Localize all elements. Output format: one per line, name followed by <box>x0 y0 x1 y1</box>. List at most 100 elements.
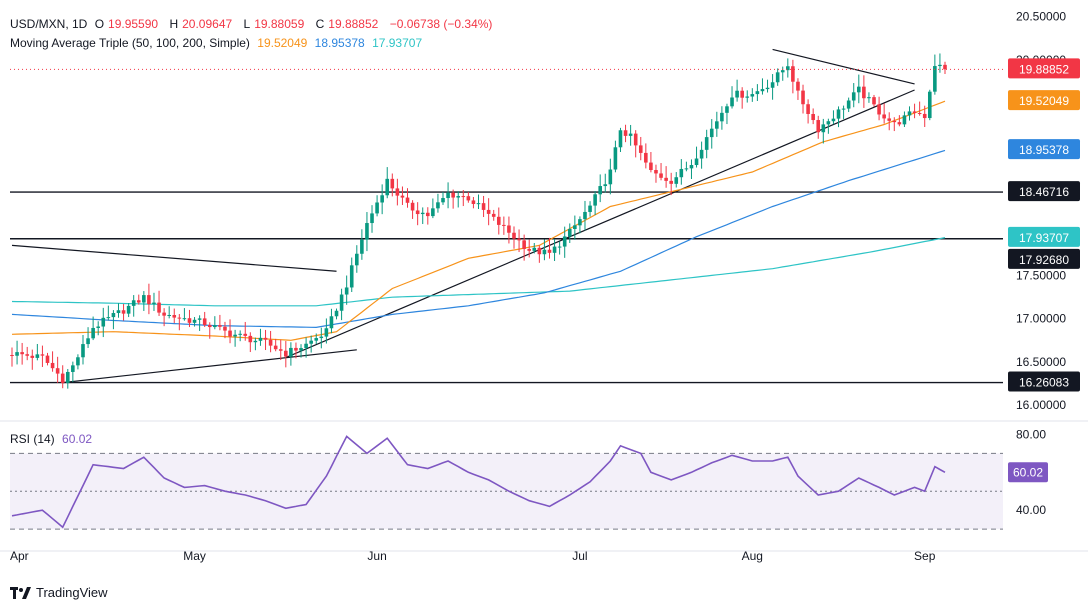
candle-body <box>192 319 197 323</box>
rsi-tick-label: 40.00 <box>1016 503 1046 517</box>
candle-body <box>25 354 30 356</box>
candle-body <box>187 318 192 323</box>
candle-body <box>486 209 491 214</box>
candle <box>121 304 126 321</box>
candle <box>81 334 85 365</box>
time-tick-label: Apr <box>10 549 29 563</box>
candle-body <box>496 216 501 225</box>
candle <box>390 173 395 197</box>
candle <box>10 347 14 367</box>
candle <box>278 339 283 361</box>
candle <box>289 342 293 366</box>
candle <box>202 311 207 327</box>
candle-body <box>943 64 947 70</box>
candle-body <box>349 265 354 288</box>
tradingview-logo[interactable]: TradingView <box>10 585 108 600</box>
candle <box>517 229 521 253</box>
tradingview-icon <box>10 586 31 599</box>
candle-body <box>502 224 506 226</box>
candle-body <box>96 326 101 328</box>
candle-body <box>334 310 339 317</box>
candle <box>669 172 673 196</box>
candle <box>101 307 106 338</box>
candle <box>786 58 790 78</box>
candle-body <box>527 248 532 251</box>
candle <box>588 201 592 217</box>
candle-body <box>836 109 841 119</box>
ma200-line <box>11 237 946 307</box>
candle <box>704 129 709 159</box>
candle <box>816 115 821 139</box>
candle <box>907 106 912 121</box>
candle-body <box>725 106 729 113</box>
candle <box>50 351 55 372</box>
candle-body <box>268 339 273 346</box>
candle-body <box>405 197 410 203</box>
candle <box>679 159 684 185</box>
candle <box>491 209 496 221</box>
rsi-value: 60.02 <box>62 432 93 446</box>
candle <box>593 191 597 215</box>
candle <box>207 322 212 339</box>
candle-body <box>806 104 810 114</box>
candle <box>943 61 947 74</box>
candle-body <box>598 186 602 195</box>
candle-body <box>142 295 146 303</box>
candle <box>86 327 90 348</box>
candle-body <box>846 100 851 109</box>
candle <box>71 361 75 383</box>
candle <box>801 84 805 114</box>
time-tick-label: Aug <box>742 549 763 563</box>
candle <box>735 79 739 102</box>
candle-body <box>278 349 283 351</box>
rsi-title: RSI (14) <box>10 432 55 446</box>
candle-body <box>55 368 60 374</box>
price-tick-label: 17.00000 <box>1016 312 1066 326</box>
candle-body <box>10 354 14 356</box>
price-label-hline: 16.26083 <box>1008 371 1080 392</box>
candle <box>872 94 876 107</box>
candle <box>96 321 101 336</box>
candle <box>233 329 237 347</box>
candle <box>496 207 501 235</box>
candle <box>263 329 268 351</box>
candle <box>644 143 648 169</box>
candle-body <box>436 202 440 209</box>
candle-body <box>917 113 922 115</box>
candle <box>552 238 557 262</box>
candle-body <box>699 149 704 159</box>
candle-body <box>35 354 40 358</box>
candle <box>25 346 30 361</box>
candle-body <box>547 249 552 253</box>
price-label-box <box>1008 90 1080 111</box>
rsi-tick-label: 80.00 <box>1016 427 1046 441</box>
candle-body <box>415 210 420 215</box>
candle-body <box>197 318 202 320</box>
candle-body <box>760 89 765 92</box>
price-label-text: 17.92680 <box>1019 253 1069 267</box>
candle-body <box>471 200 476 204</box>
candle <box>60 365 65 389</box>
candle <box>765 79 770 93</box>
candle-body <box>228 330 232 337</box>
candle <box>882 103 886 124</box>
rsi-last-label: 60.02 <box>1008 462 1048 483</box>
candle-body <box>86 338 90 345</box>
candle <box>917 101 922 116</box>
candle <box>339 288 344 321</box>
candle <box>780 66 785 81</box>
candle-body <box>410 202 415 211</box>
candle <box>471 197 476 209</box>
candle-body <box>60 373 65 383</box>
candle <box>856 74 861 104</box>
candle-body <box>867 97 871 99</box>
candle-body <box>329 316 334 329</box>
candle-body <box>684 168 689 170</box>
candle <box>172 308 177 324</box>
candle <box>30 349 35 370</box>
ohlc-high: H 20.09647 <box>169 17 233 31</box>
candle-body <box>65 371 70 383</box>
candle <box>116 303 121 318</box>
candle-body <box>309 340 313 344</box>
